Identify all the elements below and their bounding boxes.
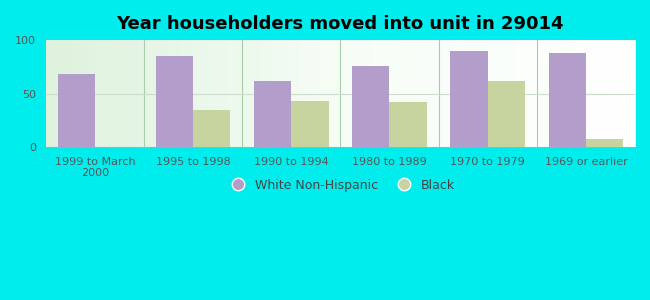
Bar: [450, 51, 488, 147]
Bar: [156, 56, 193, 147]
Bar: [352, 66, 389, 147]
Bar: [291, 101, 329, 147]
Title: Year householders moved into unit in 29014: Year householders moved into unit in 290…: [116, 15, 564, 33]
Bar: [254, 81, 291, 147]
Bar: [586, 139, 623, 147]
Bar: [549, 53, 586, 147]
Bar: [389, 102, 427, 147]
Bar: [488, 81, 525, 147]
Legend: White Non-Hispanic, Black: White Non-Hispanic, Black: [220, 173, 460, 196]
Bar: [57, 74, 95, 147]
Bar: [193, 110, 230, 147]
